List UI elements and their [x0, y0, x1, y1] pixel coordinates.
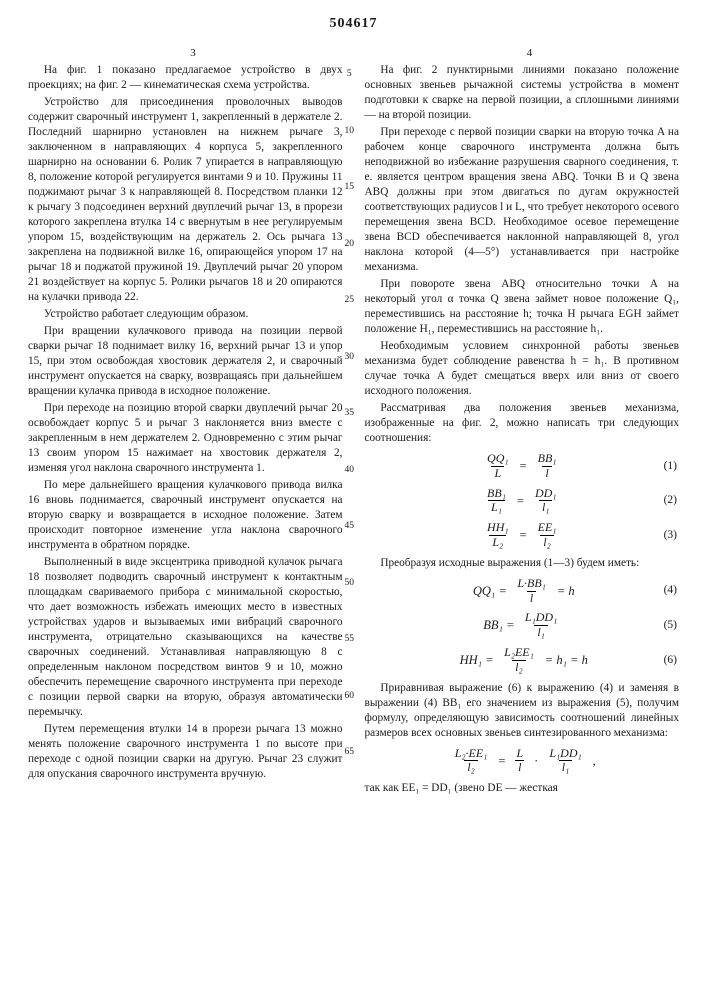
- doc-number: 504617: [28, 16, 679, 32]
- body-paragraph: Необходимым условием синхронной работы з…: [365, 339, 680, 399]
- body-paragraph: При вращении кулачкового привода на пози…: [28, 324, 343, 399]
- body-paragraph: При переходе с первой позиции сварки на …: [365, 125, 680, 275]
- formula-block: L₂·EE₁l₂ = Ll · L₁DD₁l₁ ,: [365, 747, 680, 776]
- body-paragraph: По мере дальнейшего вращения кулачкового…: [28, 478, 343, 553]
- formula: BB₁L₁ = DD₁l₁ (2): [365, 487, 680, 516]
- body-paragraph: На фиг. 1 показано предлагаемое устройст…: [28, 63, 343, 93]
- body-paragraph: Приравнивая выражение (6) к выражению (4…: [365, 681, 680, 741]
- body-paragraph: Устройство для присоединения проволочных…: [28, 95, 343, 305]
- line-number: 15: [345, 183, 355, 193]
- body-paragraph: Рассматривая два положения звеньев механ…: [365, 401, 680, 446]
- body-paragraph: На фиг. 2 пунктирными линиями показано п…: [365, 63, 680, 123]
- line-number: 60: [345, 692, 355, 702]
- line-number: 30: [345, 353, 355, 363]
- body-paragraph: так как EE₁ = DD₁ (звено DE — жесткая: [365, 781, 680, 796]
- formula: L₂·EE₁l₂ = Ll · L₁DD₁l₁ ,: [365, 747, 680, 776]
- line-number-gutter: 5 10 15 20 25 30 35 40 45 50 55 60 65: [345, 70, 355, 805]
- line-number: 45: [345, 522, 355, 532]
- line-number: 20: [345, 240, 355, 250]
- formula: HH₁L₂ = EE₁l₂ (3): [365, 521, 680, 550]
- body-paragraph: При повороте звена ABQ относительно точк…: [365, 277, 680, 337]
- body-paragraph: При переходе на позицию второй сварки дв…: [28, 401, 343, 476]
- body-paragraph: Выполненный в виде эксцентрика приводной…: [28, 555, 343, 720]
- line-number: 40: [345, 466, 355, 476]
- line-number: 10: [345, 127, 355, 137]
- body-paragraph: Преобразуя исходные выражения (1—3) буде…: [365, 556, 680, 571]
- formula: BB₁ = L₁DD₁l₁ (5): [365, 611, 680, 640]
- column-marker-right: 4: [365, 46, 680, 61]
- line-number: 5: [345, 70, 355, 80]
- formula: QQ₁ = L·BB₁l = h (4): [365, 577, 680, 606]
- body-paragraph: Путем перемещения втулки 14 в прорези ры…: [28, 722, 343, 782]
- line-number: 55: [345, 635, 355, 645]
- formula: QQ₁L = BB₁l (1): [365, 452, 680, 481]
- page: 504617 5 10 15 20 25 30 35 40 45 50 55 6…: [0, 0, 707, 1000]
- formula-block: QQ₁ = L·BB₁l = h (4) BB₁ = L₁DD₁l₁ (5) H…: [365, 577, 680, 675]
- line-number: 25: [345, 296, 355, 306]
- formula: HH₁ = L₂EE₁l₂ = h₁ = h (6): [365, 646, 680, 675]
- formula-block: QQ₁L = BB₁l (1) BB₁L₁ = DD₁l₁ (2) HH₁L₂ …: [365, 452, 680, 550]
- line-number: 50: [345, 579, 355, 589]
- column-marker-left: 3: [28, 46, 343, 61]
- body-paragraph: Устройство работает следующим образом.: [28, 307, 343, 322]
- line-number: 35: [345, 409, 355, 419]
- line-number: 65: [345, 748, 355, 758]
